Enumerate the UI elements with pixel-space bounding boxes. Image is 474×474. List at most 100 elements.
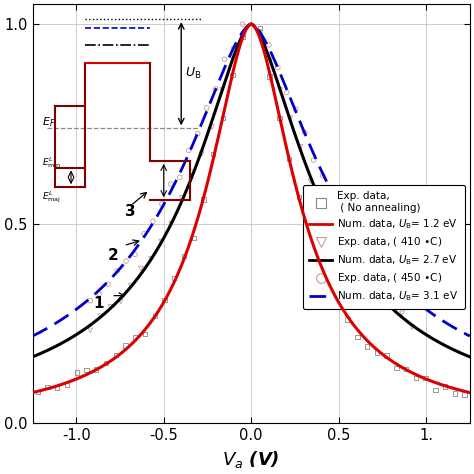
Point (337, 208, 344, 215)
Point (203, 104, 210, 112)
Point (188, 168, 195, 176)
Point (461, 391, 468, 398)
Point (400, 289, 407, 296)
Point (238, 33, 246, 40)
Point (158, 200, 165, 208)
Point (198, 150, 206, 158)
Point (178, 194, 185, 201)
Point (315, 255, 322, 263)
Point (112, 351, 119, 359)
Point (157, 237, 165, 245)
Point (86, 297, 94, 304)
Point (382, 270, 389, 278)
Point (402, 365, 410, 373)
Point (328, 188, 335, 195)
Point (44, 383, 51, 391)
Point (422, 374, 429, 382)
Point (317, 198, 325, 206)
Point (82, 366, 90, 374)
Point (200, 195, 207, 203)
Point (230, 45, 237, 53)
Point (127, 282, 135, 289)
Point (388, 302, 396, 310)
Point (131, 251, 139, 258)
Point (347, 260, 355, 268)
Point (194, 130, 201, 137)
Point (391, 271, 398, 279)
Point (337, 241, 345, 249)
Point (307, 177, 314, 185)
Point (219, 114, 227, 121)
Point (221, 55, 228, 63)
Point (256, 28, 264, 36)
Point (398, 310, 406, 317)
Point (297, 143, 304, 151)
Point (149, 218, 157, 225)
Point (275, 114, 283, 122)
Point (408, 323, 416, 331)
Point (373, 348, 381, 356)
Point (122, 342, 129, 349)
Point (408, 292, 416, 300)
Point (107, 303, 114, 310)
Point (256, 28, 264, 36)
Point (86, 327, 94, 334)
Point (378, 292, 385, 299)
Point (34, 388, 42, 396)
Point (266, 73, 273, 80)
Point (104, 281, 112, 288)
Point (92, 365, 100, 373)
Point (334, 300, 342, 307)
Point (346, 221, 353, 229)
Point (357, 275, 365, 283)
Text: 2: 2 (108, 248, 118, 263)
Legend: Exp. data,
 ( No annealing), Num. data, $U_{\mathrm{B}}$= 1.2 eV, Exp. data, ( 4: Exp. data, ( No annealing), Num. data, $… (303, 185, 465, 310)
Point (238, 34, 246, 42)
Point (97, 312, 104, 320)
Point (285, 155, 293, 163)
Point (266, 56, 274, 64)
Point (368, 279, 375, 286)
Point (176, 173, 183, 181)
Point (141, 330, 149, 337)
Point (151, 312, 158, 319)
Point (238, 20, 246, 28)
Point (327, 229, 335, 237)
Point (441, 383, 449, 390)
Point (283, 89, 291, 96)
Text: 3: 3 (125, 204, 136, 219)
Point (301, 129, 309, 137)
Point (167, 180, 174, 188)
Point (117, 298, 125, 305)
Point (147, 255, 155, 263)
Point (219, 86, 226, 94)
Point (180, 253, 188, 260)
Point (256, 24, 264, 32)
Point (228, 54, 236, 61)
Point (305, 226, 312, 234)
Point (95, 290, 103, 298)
Point (310, 156, 318, 164)
Point (140, 230, 148, 237)
Point (287, 114, 294, 122)
Point (344, 316, 351, 323)
Point (364, 242, 371, 249)
Point (113, 267, 121, 275)
Point (265, 41, 273, 49)
Point (319, 172, 327, 179)
Point (373, 254, 380, 261)
Text: 1: 1 (94, 296, 104, 310)
Point (355, 233, 362, 241)
Point (131, 334, 139, 341)
Point (229, 71, 237, 79)
Point (212, 85, 219, 92)
Point (73, 369, 81, 376)
Point (102, 359, 110, 367)
Point (392, 364, 400, 372)
Point (412, 374, 419, 382)
Point (171, 274, 178, 282)
Point (451, 390, 459, 398)
Point (161, 297, 168, 304)
Point (208, 123, 216, 131)
Point (274, 64, 282, 71)
